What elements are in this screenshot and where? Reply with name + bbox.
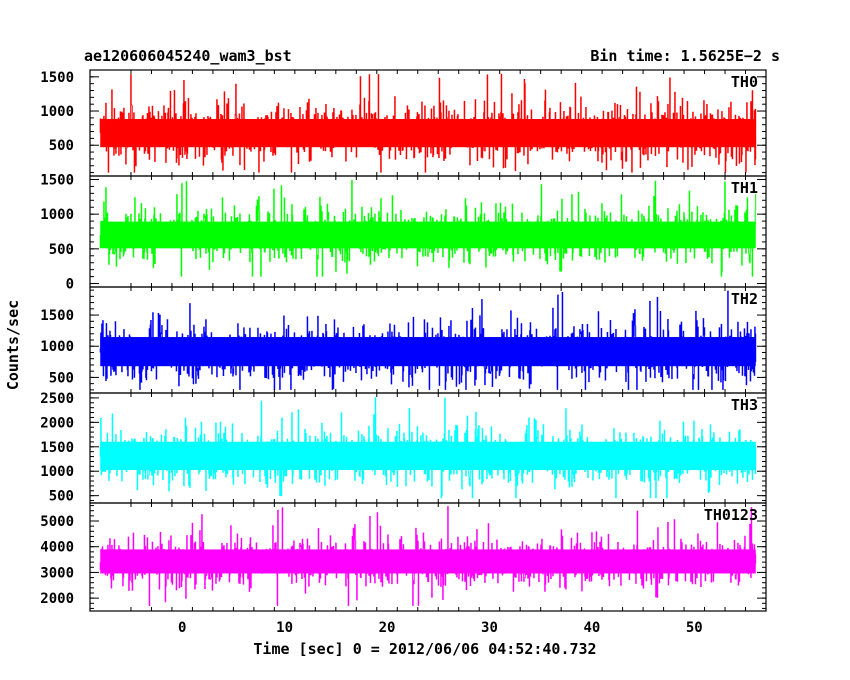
y-tick-label: 1000 bbox=[40, 339, 74, 355]
panel-label-th2: TH2 bbox=[731, 290, 758, 308]
y-tick-label: 1500 bbox=[40, 172, 74, 188]
panel-label-th0123: TH0123 bbox=[704, 506, 758, 524]
x-tick-label: 50 bbox=[686, 620, 703, 636]
y-axis-label: Counts/sec bbox=[4, 300, 22, 390]
panel-label-th1: TH1 bbox=[731, 179, 758, 197]
y-tick-label: 2000 bbox=[40, 591, 74, 607]
chart-title: ae120606045240_wam3_bst bbox=[84, 47, 292, 65]
panel-th1: 0 500 1000 1500 TH1 bbox=[40, 172, 767, 293]
panel-th2: 500 1000 1500 TH2 bbox=[40, 286, 767, 394]
y-tick-label: 3000 bbox=[40, 565, 74, 581]
series-band-th0 bbox=[100, 118, 756, 148]
series-band-th1 bbox=[100, 221, 756, 249]
x-axis-label: Time [sec] 0 = 2012/06/06 04:52:40.732 bbox=[253, 640, 596, 658]
series-band-th2 bbox=[100, 337, 756, 367]
y-tick-label: 2500 bbox=[40, 391, 74, 407]
y-tick-label: 1500 bbox=[40, 308, 74, 324]
x-tick-label: 30 bbox=[481, 620, 498, 636]
panel-th3: 500 1000 1500 2000 2500 TH3 bbox=[40, 391, 767, 505]
series-band-th0123 bbox=[100, 549, 756, 574]
x-tick-label: 0 bbox=[178, 620, 186, 636]
x-tick-label: 20 bbox=[379, 620, 396, 636]
panel-th0: 500 1000 1500 TH0 bbox=[40, 69, 767, 177]
bin-time-label: Bin time: 1.5625E−2 s bbox=[590, 47, 780, 65]
x-tick-label: 40 bbox=[583, 620, 600, 636]
y-tick-label: 500 bbox=[49, 242, 74, 258]
y-tick-label: 1500 bbox=[40, 440, 74, 456]
y-tick-label: 500 bbox=[49, 138, 74, 154]
y-tick-label: 2000 bbox=[40, 415, 74, 431]
y-tick-label: 1500 bbox=[40, 70, 74, 86]
panel-label-th0: TH0 bbox=[731, 73, 758, 91]
y-tick-label: 0 bbox=[66, 277, 74, 293]
y-tick-label: 1000 bbox=[40, 207, 74, 223]
series-band-th3 bbox=[100, 441, 756, 470]
y-tick-label: 5000 bbox=[40, 514, 74, 530]
panel-th0123: 2000 3000 4000 5000 TH0123 bbox=[40, 502, 767, 612]
y-tick-label: 1000 bbox=[40, 104, 74, 120]
y-tick-label: 4000 bbox=[40, 540, 74, 556]
x-tick-label: 10 bbox=[276, 620, 293, 636]
y-tick-label: 500 bbox=[49, 370, 74, 386]
y-tick-label: 1000 bbox=[40, 464, 74, 480]
y-tick-label: 500 bbox=[49, 489, 74, 505]
panel-label-th3: TH3 bbox=[731, 396, 758, 414]
